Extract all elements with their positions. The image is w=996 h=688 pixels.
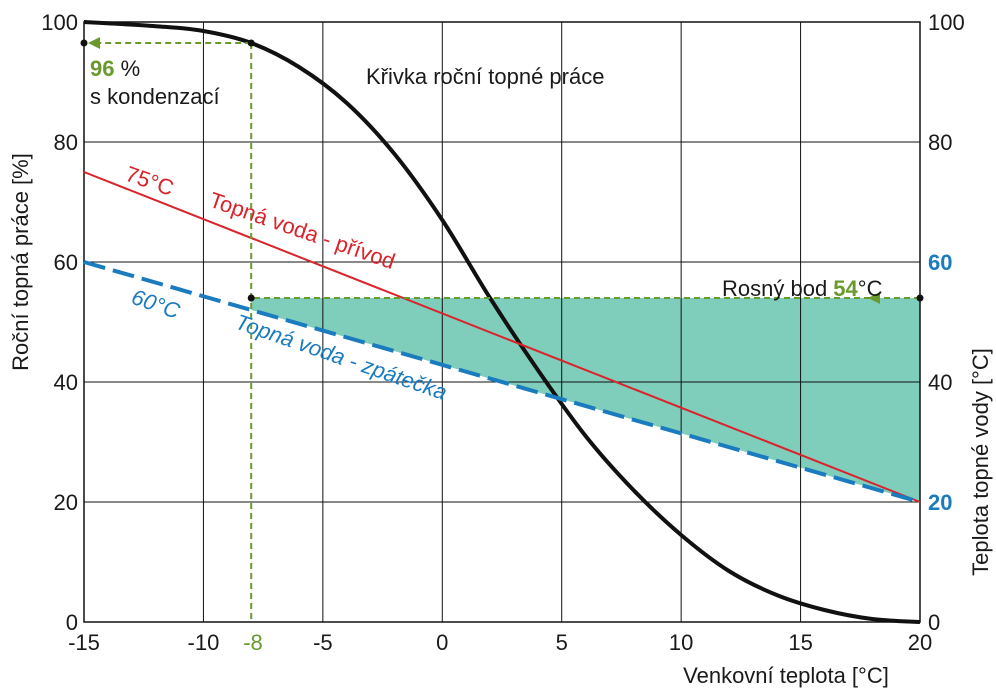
x-axis-title: Venkovní teplota [°C] — [683, 663, 889, 688]
dew-point-end-marker — [916, 294, 924, 302]
dew-point-prefix: Rosný bod — [722, 276, 833, 301]
condensation-unit: % — [114, 56, 140, 81]
dew-point-value: 54 — [833, 276, 858, 301]
condensation-text-label: s kondenzací — [90, 84, 220, 109]
y-left-tick-label: 20 — [54, 490, 78, 515]
x-tick-label: 20 — [908, 630, 932, 655]
y-right-tick-label: 100 — [928, 10, 965, 35]
y-right-tick-label: 60 — [928, 250, 952, 275]
dew-point-start-marker — [247, 294, 255, 302]
guide-lines — [80, 37, 924, 622]
x-tick-label: 15 — [788, 630, 812, 655]
x-tick-label: -5 — [313, 630, 333, 655]
y-left-tick-label: 0 — [66, 610, 78, 635]
y-left-axis-title: Roční topná práce [%] — [8, 153, 33, 371]
condensation-area — [251, 298, 920, 502]
supply-name-label: Topná voda - přívod — [206, 187, 398, 274]
condensation-value: 96 — [90, 56, 114, 81]
condensation-marker — [80, 39, 88, 47]
x-tick-label: 10 — [669, 630, 693, 655]
series-line-supply — [83, 171, 921, 503]
x-tick-label: 5 — [556, 630, 568, 655]
y-left-tick-label: 100 — [41, 10, 78, 35]
condensation-area-layer — [251, 298, 920, 502]
y-right-tick-label: 80 — [928, 130, 952, 155]
x-tick-label: -10 — [188, 630, 220, 655]
y-right-axis-title: Teplota topné vody [°C] — [968, 348, 993, 576]
dew-point-unit: °C — [858, 276, 883, 301]
y-right-tick-label: 20 — [928, 490, 952, 515]
y-left-tick-label: 40 — [54, 370, 78, 395]
condensation-value-label: 96 % — [90, 56, 140, 81]
x-tick-label: 0 — [436, 630, 448, 655]
x-tick-label: -15 — [68, 630, 100, 655]
condensation-guide-arrow — [88, 37, 100, 49]
design-point-marker — [247, 39, 255, 47]
design-temp-tick-label: -8 — [243, 630, 263, 655]
y-right-tick-label: 0 — [928, 610, 940, 635]
series-line-return — [83, 260, 921, 504]
plot-frame — [83, 21, 921, 623]
y-left-tick-label: 60 — [54, 250, 78, 275]
dew-point-label: Rosný bod 54°C — [722, 276, 883, 301]
dew-point-arrow — [868, 292, 880, 304]
annual-curve-label: Křivka roční topné práce — [366, 64, 604, 89]
supply-temp-label: 75°C — [122, 161, 177, 201]
grid — [83, 21, 921, 623]
y-left-tick-label: 80 — [54, 130, 78, 155]
y-right-tick-label: 40 — [928, 370, 952, 395]
